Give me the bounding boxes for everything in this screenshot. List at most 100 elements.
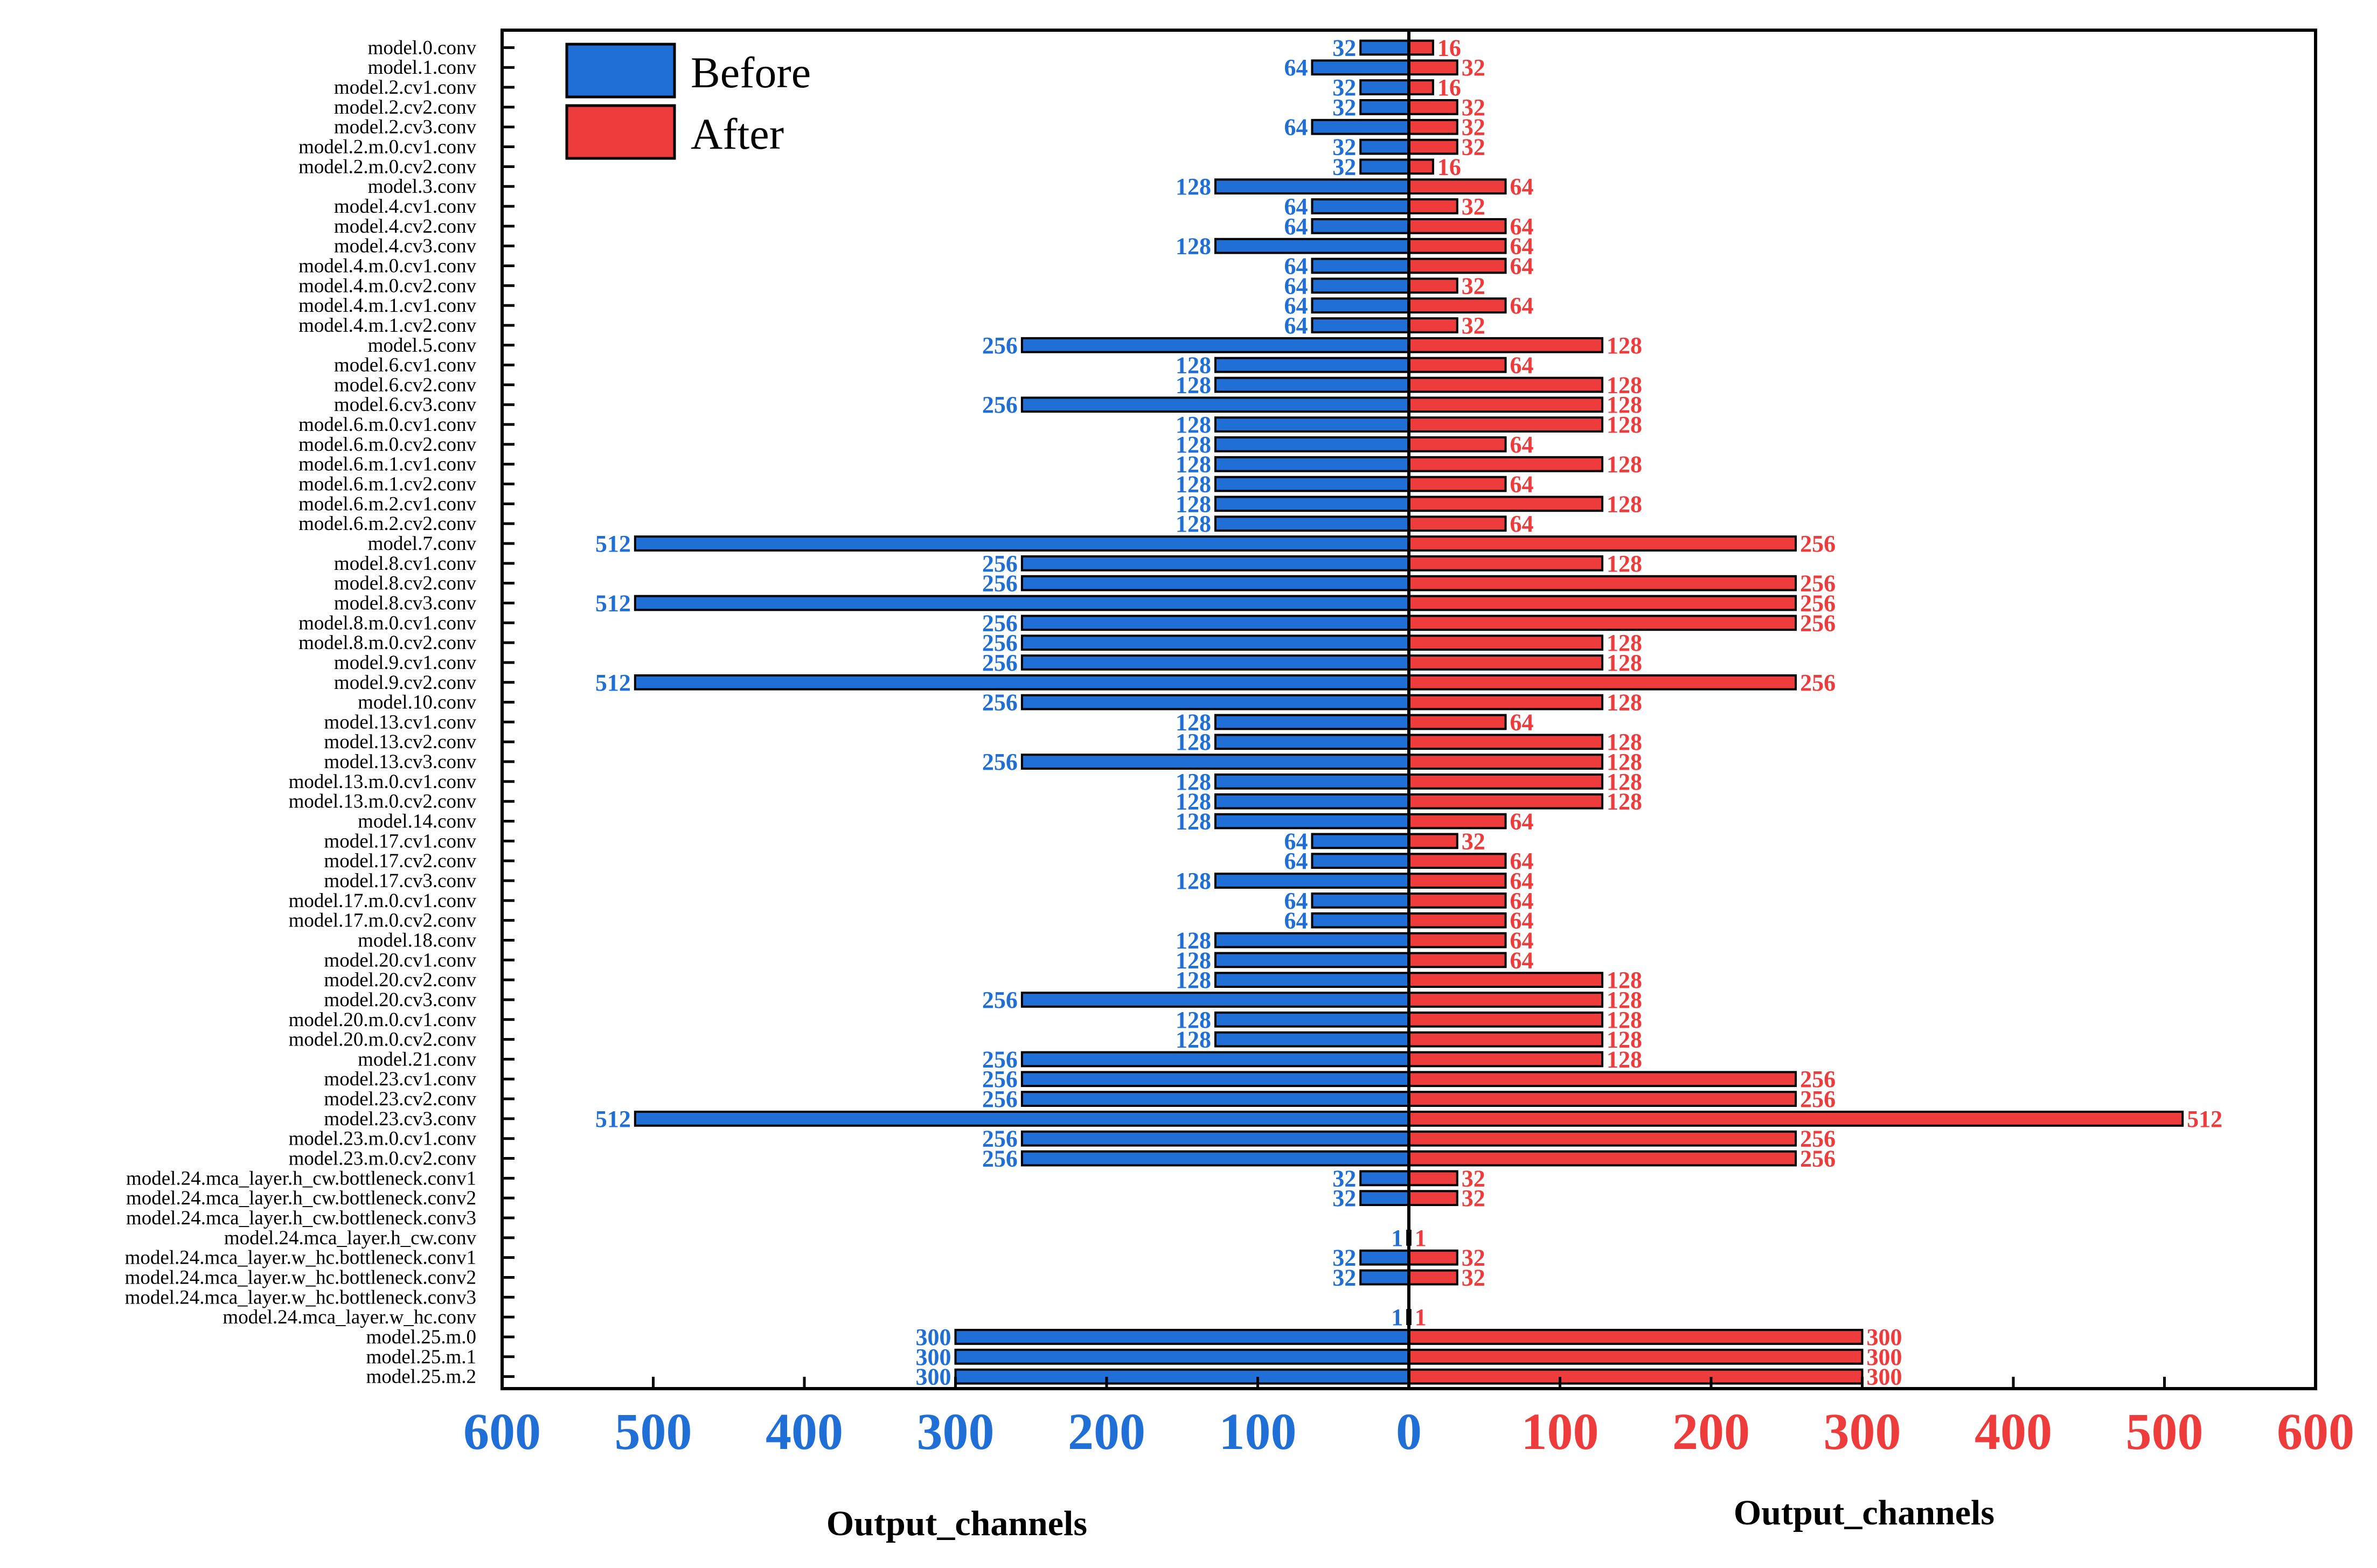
bar-after: [1408, 1051, 1604, 1068]
bar-before: [1020, 1051, 1410, 1068]
value-label-before: 64: [1284, 828, 1308, 854]
bar-before: [1020, 1091, 1410, 1107]
bar-before: [1214, 476, 1410, 492]
value-label-before: 256: [982, 1066, 1018, 1092]
value-label-after: 300: [1867, 1364, 1902, 1390]
bar-after: [1408, 158, 1434, 175]
value-label-after: 256: [1800, 1086, 1836, 1112]
bar-after: [1408, 972, 1604, 988]
category-label: model.24.mca_layer.w_hc.bottleneck.conv3: [125, 1286, 476, 1308]
value-label-before: 128: [1176, 1027, 1211, 1053]
value-label-before: 256: [982, 987, 1018, 1013]
bar-before: [634, 1110, 1410, 1127]
category-label: model.13.cv2.conv: [324, 731, 476, 753]
category-label: model.20.m.0.cv2.conv: [289, 1029, 477, 1051]
bar-after: [1408, 1269, 1458, 1286]
bar-before: [1311, 198, 1410, 214]
bar-before: [1311, 892, 1410, 909]
value-label-after: 128: [1607, 1046, 1642, 1072]
value-label-before: 64: [1284, 312, 1308, 339]
x-tick-label-zero: 0: [1396, 1403, 1422, 1460]
bar-after: [1408, 1091, 1797, 1107]
bar-before: [1214, 773, 1410, 790]
category-label: model.8.cv1.conv: [334, 553, 477, 575]
value-label-after: 32: [1462, 1245, 1485, 1271]
value-label-after: 64: [1510, 888, 1534, 914]
category-label: model.4.m.1.cv1.conv: [298, 295, 476, 317]
value-label-before: 128: [1176, 451, 1211, 478]
value-label-after: 128: [1607, 412, 1642, 438]
bar-before: [1214, 377, 1410, 393]
category-label: model.8.cv2.conv: [334, 573, 477, 595]
category-label: model.23.m.0.cv2.conv: [289, 1148, 477, 1170]
bar-after: [1408, 853, 1507, 869]
category-label: model.20.m.0.cv1.conv: [289, 1009, 477, 1031]
category-label: model.17.cv2.conv: [324, 850, 476, 872]
category-label: model.18.conv: [358, 929, 476, 951]
value-label-after: 64: [1510, 927, 1534, 953]
category-label: model.23.cv1.conv: [324, 1068, 476, 1090]
category-label: model.8.m.0.cv1.conv: [298, 612, 476, 634]
bar-before: [1214, 813, 1410, 830]
value-label-after: 64: [1510, 848, 1534, 874]
category-label: model.25.m.0: [366, 1326, 476, 1348]
value-label-after: 16: [1437, 34, 1461, 61]
bar-before: [1020, 654, 1410, 671]
right-axis-title: Output_channels: [1734, 1493, 1994, 1532]
x-tick-label-right: 600: [2277, 1403, 2354, 1460]
value-label-before: 512: [595, 670, 631, 696]
value-label-after: 300: [1867, 1344, 1902, 1370]
category-labels: model.0.convmodel.1.convmodel.2.cv1.conv…: [125, 37, 477, 1388]
bar-before: [1311, 277, 1410, 294]
value-label-before: 300: [916, 1344, 951, 1370]
value-label-after: 256: [1800, 1146, 1836, 1172]
bar-before: [1020, 1071, 1410, 1088]
value-label-before: 256: [982, 749, 1018, 775]
bar-before: [634, 535, 1410, 552]
bar-after: [1408, 535, 1797, 552]
category-label: model.6.m.0.cv2.conv: [298, 434, 476, 456]
bar-before: [1020, 337, 1410, 353]
bar-before: [1311, 59, 1410, 76]
category-label: model.6.cv1.conv: [334, 354, 477, 377]
value-label-before: 256: [982, 630, 1018, 656]
category-label: model.13.m.0.cv1.conv: [289, 771, 477, 793]
value-label-before: 64: [1284, 848, 1308, 874]
category-label: model.2.m.0.cv2.conv: [298, 156, 476, 178]
value-label-after: 128: [1607, 729, 1642, 755]
value-label-after: 256: [1800, 590, 1836, 616]
category-label: model.6.cv3.conv: [334, 394, 477, 416]
category-label: model.4.cv3.conv: [334, 235, 477, 257]
category-label: model.5.conv: [368, 334, 477, 357]
bar-before: [1311, 833, 1410, 849]
category-label: model.17.m.0.cv1.conv: [289, 890, 477, 912]
bar-after: [1408, 992, 1604, 1008]
x-tick-label-right: 400: [1975, 1403, 2052, 1460]
bar-after: [1408, 416, 1604, 433]
value-label-after: 64: [1510, 173, 1534, 200]
value-label-before: 64: [1284, 273, 1308, 299]
bar-after: [1408, 892, 1507, 909]
bar-before: [1359, 1190, 1410, 1207]
x-tick-label-right: 100: [1521, 1403, 1599, 1460]
bar-after: [1408, 1249, 1458, 1266]
bar-after: [1408, 59, 1458, 76]
value-label-after: 32: [1462, 94, 1485, 121]
value-label-before: 128: [1176, 927, 1211, 953]
value-label-after: 64: [1510, 908, 1534, 934]
category-label: model.9.cv1.conv: [334, 652, 477, 674]
category-label: model.6.m.1.cv1.conv: [298, 454, 476, 476]
value-label-before: 1: [1391, 1304, 1403, 1330]
bar-after: [1408, 1190, 1458, 1207]
value-label-after: 64: [1510, 253, 1534, 279]
bar-before: [954, 1348, 1410, 1365]
bar-before: [1311, 218, 1410, 234]
value-label-before: 128: [1176, 173, 1211, 200]
category-label: model.9.cv2.conv: [334, 672, 477, 694]
category-label: model.23.cv3.conv: [324, 1108, 476, 1130]
value-label-before: 300: [916, 1324, 951, 1350]
category-label: model.3.conv: [368, 176, 477, 198]
value-label-before: 128: [1176, 868, 1211, 894]
bar-after: [1408, 198, 1458, 214]
